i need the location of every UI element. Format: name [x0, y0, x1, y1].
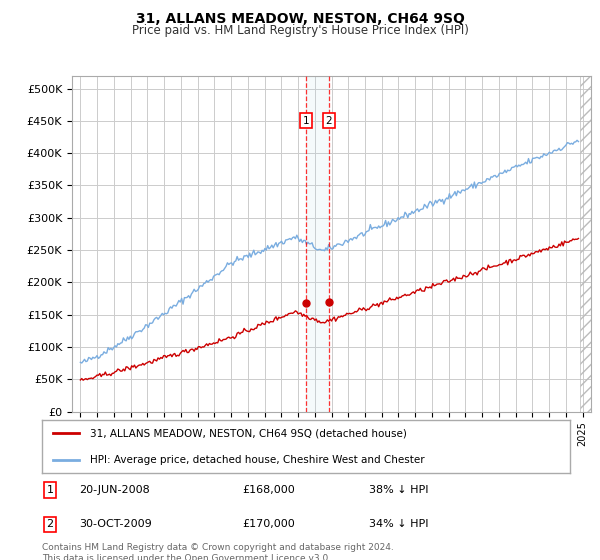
- Text: Price paid vs. HM Land Registry's House Price Index (HPI): Price paid vs. HM Land Registry's House …: [131, 24, 469, 36]
- Text: 31, ALLANS MEADOW, NESTON, CH64 9SQ (detached house): 31, ALLANS MEADOW, NESTON, CH64 9SQ (det…: [89, 428, 406, 438]
- Text: 2: 2: [46, 519, 53, 529]
- Bar: [306, 76, 329, 412]
- Text: 31, ALLANS MEADOW, NESTON, CH64 9SQ: 31, ALLANS MEADOW, NESTON, CH64 9SQ: [136, 12, 464, 26]
- Text: 2: 2: [325, 116, 332, 126]
- Text: 30-OCT-2009: 30-OCT-2009: [79, 519, 152, 529]
- Text: 34% ↓ HPI: 34% ↓ HPI: [370, 519, 429, 529]
- Text: £168,000: £168,000: [242, 485, 295, 495]
- Text: 38% ↓ HPI: 38% ↓ HPI: [370, 485, 429, 495]
- Text: HPI: Average price, detached house, Cheshire West and Chester: HPI: Average price, detached house, Ches…: [89, 455, 424, 465]
- Text: 20-JUN-2008: 20-JUN-2008: [79, 485, 150, 495]
- Text: 1: 1: [46, 485, 53, 495]
- Text: £170,000: £170,000: [242, 519, 295, 529]
- Text: Contains HM Land Registry data © Crown copyright and database right 2024.
This d: Contains HM Land Registry data © Crown c…: [42, 543, 394, 560]
- Text: 1: 1: [302, 116, 309, 126]
